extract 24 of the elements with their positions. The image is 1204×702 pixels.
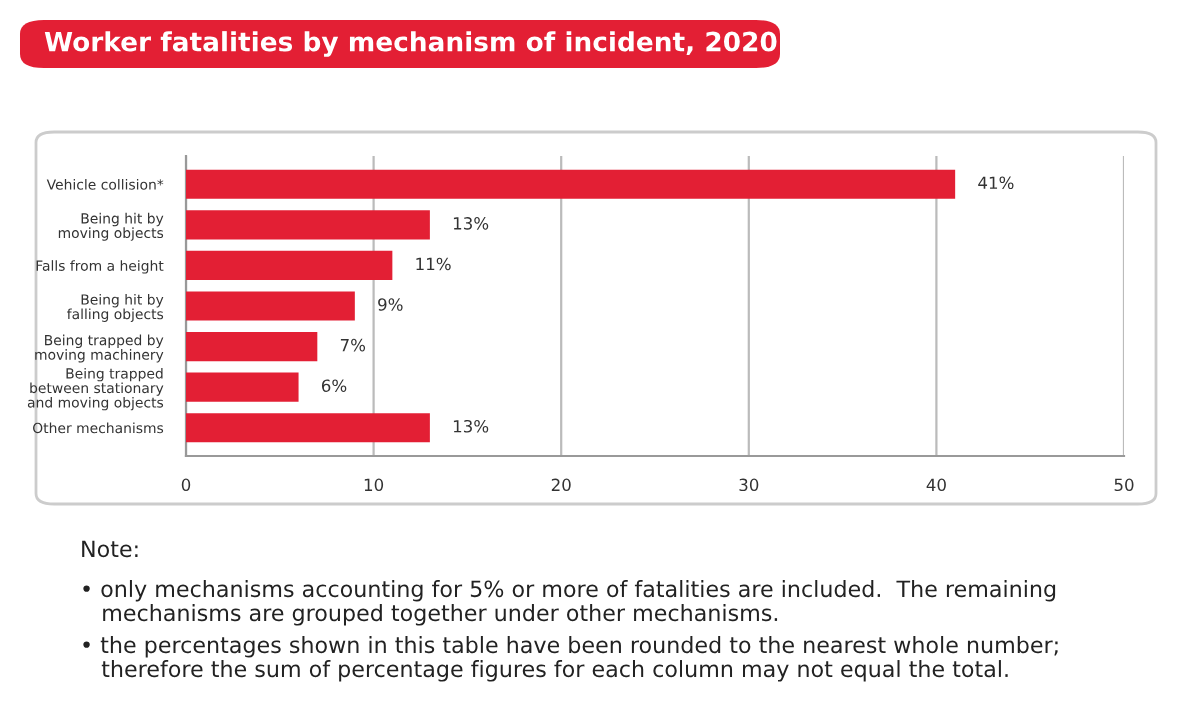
x-tick-label: 50 [1114,478,1134,492]
text: • only mechanisms accounting for 5% or more of fatalities are included. The remaining mechanisms are grouped together under other mechanisms. [83,580,1056,626]
data-label: 13% [453,217,489,230]
chart-title: Worker fatalities by mechanism of incident, 2020 [44,31,777,57]
x-tick-label: 40 [926,478,946,492]
bar [186,210,430,240]
bar [186,372,299,402]
text: • the percentages shown in this table have been rounded to the nearest whole number; therefore the sum of percentage figures for each column may not equal the total. [83,636,1058,682]
text: Note: [82,540,138,558]
bar [186,413,430,443]
bar [186,250,393,281]
x-tick-label: 20 [551,478,571,492]
data-label: 7% [340,338,366,352]
data-label: 11% [416,257,451,271]
bar [186,331,318,362]
x-tick-label: 30 [739,478,759,492]
bar [186,291,355,321]
data-label: 41% [978,176,1014,190]
x-tick-label: 0 [181,478,191,492]
bar [186,169,956,199]
x-tick-label: 10 [364,478,384,492]
data-label: 13% [453,419,489,433]
data-label: 9% [378,298,403,311]
data-label: 6% [321,379,347,392]
